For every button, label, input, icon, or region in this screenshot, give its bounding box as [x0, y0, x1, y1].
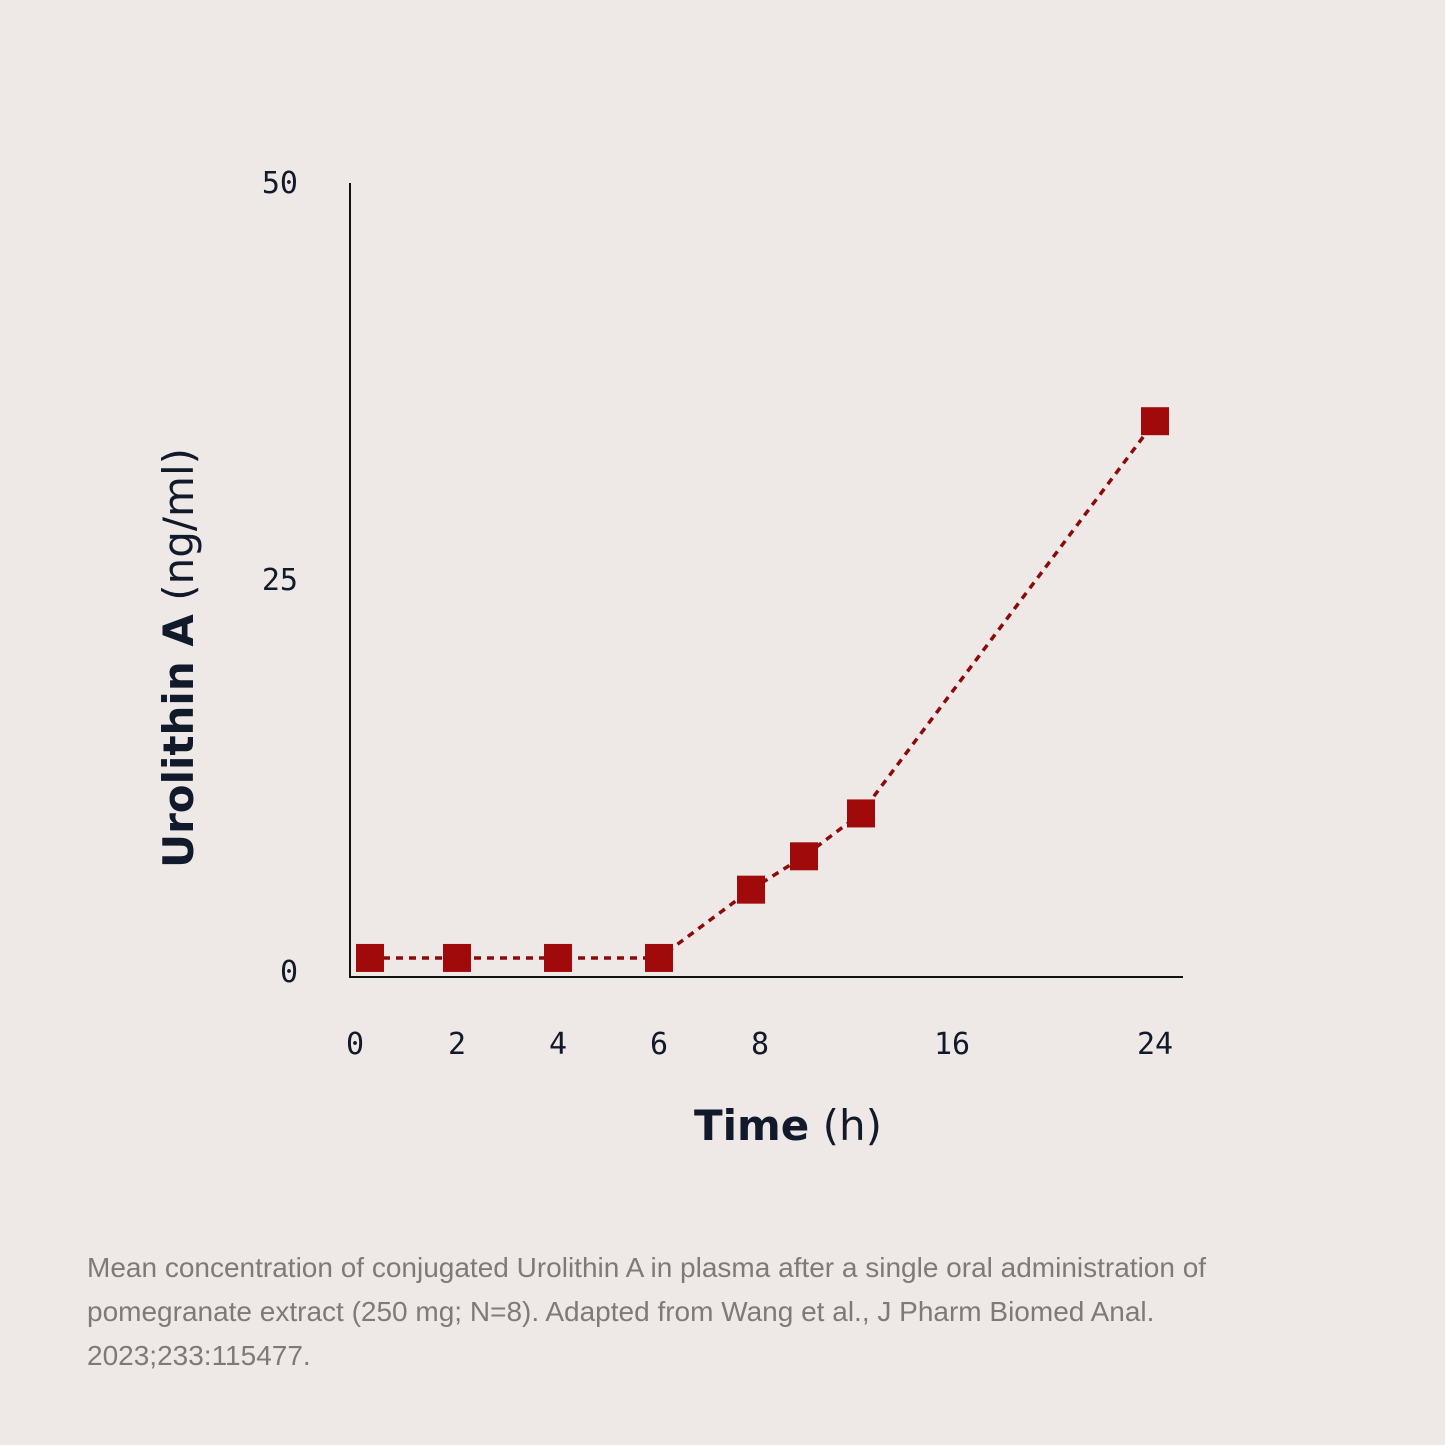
x-tick-label: 24 [1137, 1027, 1173, 1062]
data-point-marker [443, 943, 471, 972]
x-tick-labels: 0 2 4 6 8 16 24 [346, 1027, 1173, 1062]
x-tick-label: 16 [934, 1027, 970, 1062]
y-axis-title: Urolithin A (ng/ml) [154, 448, 203, 868]
x-tick-label: 0 [346, 1027, 364, 1062]
data-point-marker [737, 875, 765, 904]
data-point-marker [790, 842, 818, 871]
x-axis-title: Time (h) [694, 1101, 882, 1150]
figure-caption: Mean concentration of conjugated Urolith… [87, 1252, 1207, 1371]
data-point-marker [645, 943, 673, 972]
x-tick-label: 2 [448, 1027, 466, 1062]
y-tick-labels: 0 25 50 [262, 166, 298, 990]
y-axis-title-bold: Urolithin A [154, 614, 203, 868]
x-tick-label: 8 [751, 1027, 769, 1062]
y-tick-label: 0 [280, 955, 298, 990]
x-axis-title-unit: (h) [823, 1101, 882, 1150]
data-point-marker [356, 943, 384, 972]
data-point-marker [847, 799, 875, 828]
data-point-marker [544, 943, 572, 972]
x-axis-title-bold: Time [694, 1101, 809, 1150]
x-tick-label: 4 [549, 1027, 567, 1062]
data-point-marker [1141, 407, 1169, 436]
series-markers [356, 407, 1169, 972]
y-axis-title-unit: (ng/ml) [154, 448, 203, 601]
axes [349, 183, 1183, 978]
x-tick-label: 6 [650, 1027, 668, 1062]
y-tick-label: 50 [262, 166, 298, 201]
y-tick-label: 25 [262, 563, 298, 598]
